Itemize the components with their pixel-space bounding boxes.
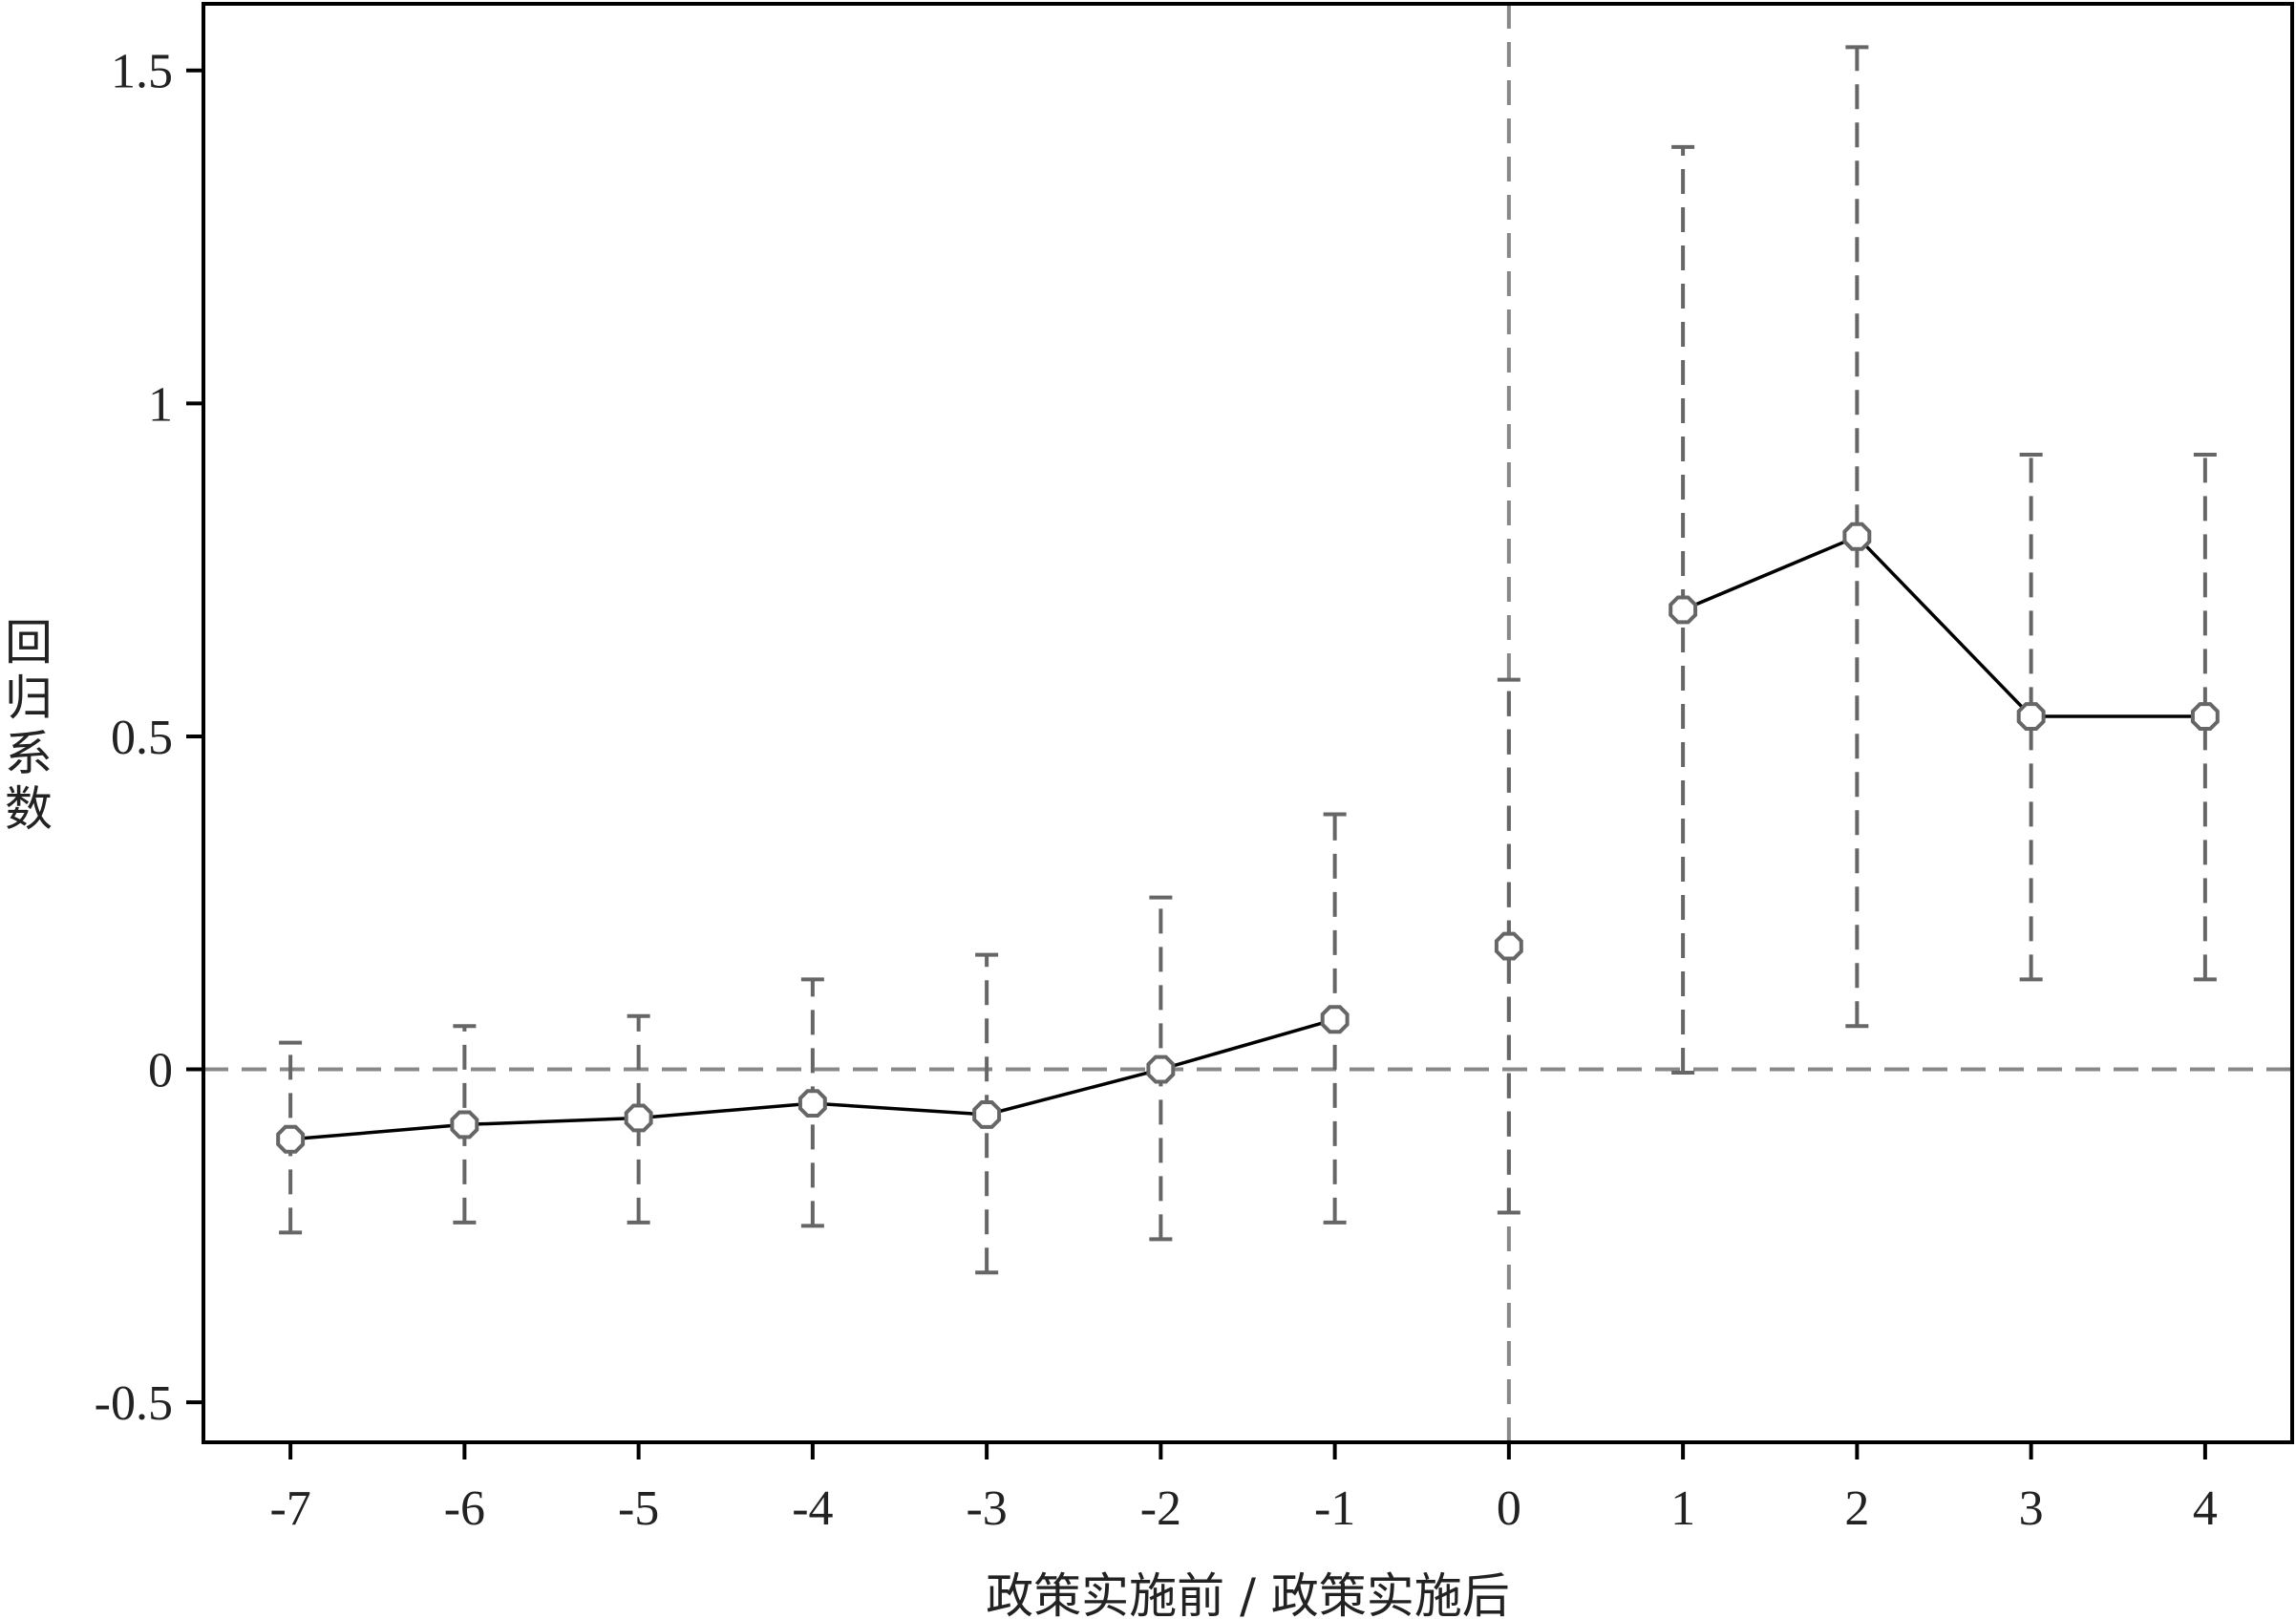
x-tick-label: 4 xyxy=(2193,1481,2218,1536)
data-point xyxy=(2190,702,2220,731)
series-lines xyxy=(289,534,2205,1141)
y-axis-title-char: 系 xyxy=(5,726,53,781)
y-ticks: -0.5 0 0.5 1 1.5 xyxy=(95,45,203,1431)
data-point xyxy=(1320,1005,1350,1034)
y-axis-title-char: 回 xyxy=(5,615,53,671)
x-tick-label: -1 xyxy=(1314,1481,1355,1536)
data-point xyxy=(1669,595,1698,625)
error-bar xyxy=(1497,677,1520,1215)
x-axis-title: 政策实施前 / 政策实施后 xyxy=(986,1568,1510,1619)
data-point xyxy=(972,1100,1002,1129)
data-point xyxy=(276,1124,306,1154)
y-axis-title-char: 数 xyxy=(5,781,53,837)
x-tick-label: 3 xyxy=(2019,1481,2044,1536)
error-bar xyxy=(2019,453,2043,982)
reference-lines xyxy=(203,4,2292,1442)
x-tick-label: -7 xyxy=(269,1481,310,1536)
data-point xyxy=(1842,522,1872,551)
x-tick-label: -2 xyxy=(1140,1481,1181,1536)
data-point xyxy=(450,1110,479,1140)
error-bar xyxy=(2193,453,2217,982)
y-tick-label: 0 xyxy=(148,1044,173,1098)
x-tick-label: 1 xyxy=(1670,1481,1695,1536)
error-bars xyxy=(279,45,2217,1275)
y-tick-label: 1 xyxy=(148,377,173,432)
data-point xyxy=(1494,931,1523,961)
x-tick-label: -4 xyxy=(792,1481,833,1536)
x-tick-label: 0 xyxy=(1497,1481,1521,1536)
x-tick-label: -3 xyxy=(966,1481,1007,1536)
y-tick-label: 0.5 xyxy=(111,711,173,765)
y-axis-title-char: 归 xyxy=(5,671,53,726)
error-bar xyxy=(1845,45,1869,1029)
data-point xyxy=(1146,1054,1176,1084)
x-tick-label: 2 xyxy=(1844,1481,1869,1536)
error-bar xyxy=(627,1013,650,1225)
x-tick-label: -6 xyxy=(444,1481,485,1536)
data-point xyxy=(2016,702,2046,731)
x-tick-label: -5 xyxy=(618,1481,659,1536)
y-tick-label: 1.5 xyxy=(111,45,173,99)
series-line xyxy=(1682,534,2205,718)
y-tick-label: -0.5 xyxy=(95,1376,173,1431)
plot-frame xyxy=(202,2,2294,1444)
x-ticks: -7 -6 -5 -4 -3 -2 -1 0 1 2 3 4 xyxy=(269,1442,2218,1536)
series-line xyxy=(289,1017,1336,1141)
data-points xyxy=(276,522,2220,1154)
data-point xyxy=(624,1103,653,1133)
data-point xyxy=(797,1089,827,1118)
